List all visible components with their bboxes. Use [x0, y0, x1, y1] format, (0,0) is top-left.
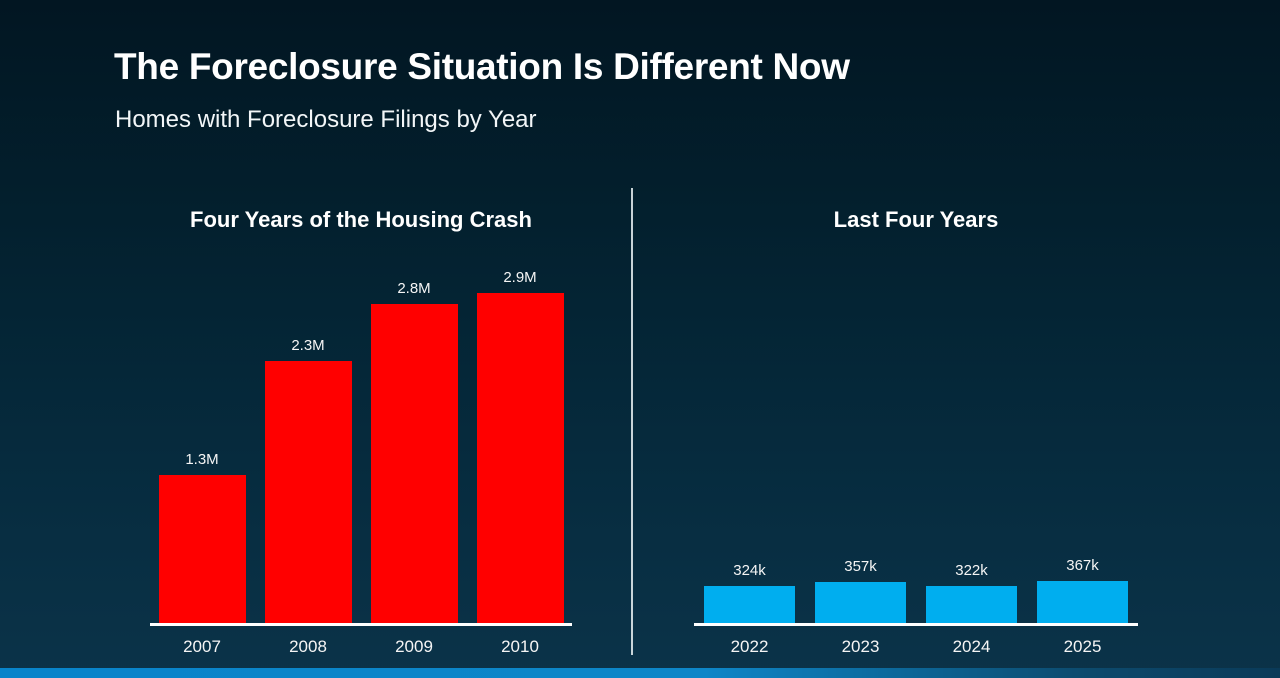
plot-area-last-four-years: 324k 357k 322k 367k: [694, 251, 1138, 626]
slide-subtitle: Homes with Foreclosure Filings by Year: [115, 106, 537, 133]
x-axis-housing-crash: 2007 2008 2009 2010: [150, 637, 572, 657]
panel-divider: [631, 188, 633, 655]
x-axis-label-2007: 2007: [183, 637, 221, 656]
bar-group-2022: 324k: [704, 562, 795, 623]
bar-2007: [158, 475, 246, 623]
x-axis-label-2025: 2025: [1063, 637, 1102, 656]
bar-value-label-2010: 2.9M: [503, 269, 537, 286]
bar-group-2025: 367k: [1037, 557, 1128, 623]
bar-value-label-2009: 2.8M: [397, 280, 431, 297]
footer-stripe: [0, 668, 1280, 678]
x-axis-label-2023: 2023: [841, 637, 880, 656]
bar-2008: [264, 361, 352, 623]
bar-group-2007: 1.3M: [158, 451, 246, 623]
bar-group-2008: 2.3M: [264, 337, 352, 623]
bar-value-label-2022: 324k: [733, 562, 766, 579]
bar-group-2009: 2.8M: [370, 280, 458, 623]
chart-title-housing-crash: Four Years of the Housing Crash: [190, 207, 532, 232]
bar-2025: [1037, 581, 1128, 623]
bar-2022: [704, 586, 795, 623]
plot-area-housing-crash: 1.3M 2.3M 2.8M 2.9M: [150, 251, 572, 626]
bar-value-label-2023: 357k: [844, 558, 877, 575]
bar-2023: [815, 582, 906, 623]
bar-group-2024: 322k: [926, 562, 1017, 623]
bar-value-label-2024: 322k: [955, 562, 988, 579]
bar-group-2010: 2.9M: [476, 269, 564, 623]
x-axis-last-four-years: 2022 2023 2024 2025: [694, 637, 1138, 657]
bar-group-2023: 357k: [815, 558, 906, 623]
bar-value-label-2025: 367k: [1066, 557, 1099, 574]
x-axis-label-2010: 2010: [501, 637, 539, 656]
x-axis-label-2009: 2009: [395, 637, 433, 656]
bar-2024: [926, 586, 1017, 623]
slide-title: The Foreclosure Situation Is Different N…: [114, 46, 850, 87]
x-axis-label-2022: 2022: [730, 637, 769, 656]
x-axis-label-2024: 2024: [952, 637, 991, 656]
x-axis-label-2008: 2008: [289, 637, 327, 656]
bar-2009: [370, 304, 458, 623]
bar-value-label-2007: 1.3M: [185, 451, 219, 468]
bar-2010: [476, 293, 564, 623]
bar-value-label-2008: 2.3M: [291, 337, 325, 354]
chart-title-last-four-years: Last Four Years: [833, 207, 999, 232]
